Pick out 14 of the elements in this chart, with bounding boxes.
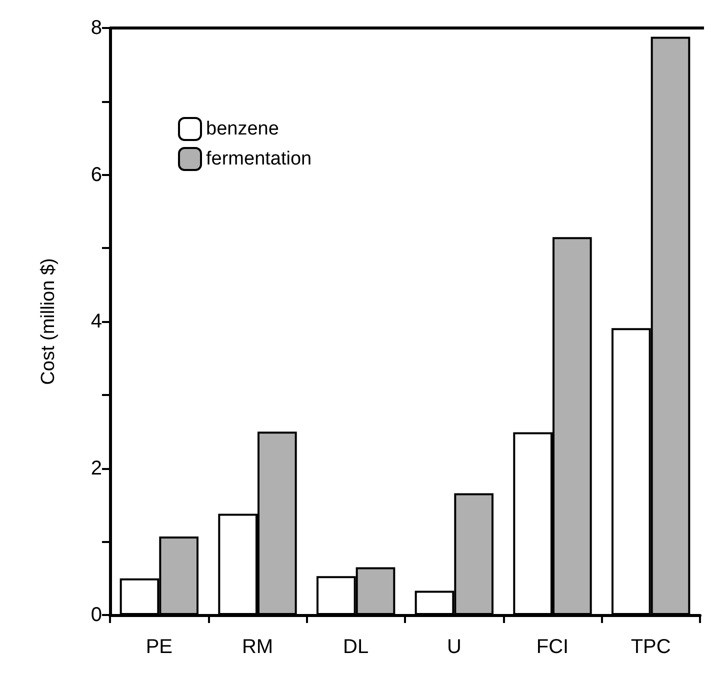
- y-tick-label: 4: [90, 310, 102, 332]
- legend-label: fermentation: [206, 148, 312, 170]
- x-tick-label: TPC: [630, 636, 671, 658]
- x-tick-label: DL: [343, 636, 369, 658]
- x-tick-label: PE: [146, 636, 173, 658]
- y-tick-label: 8: [90, 17, 102, 39]
- y-tick-label: 6: [90, 164, 102, 186]
- x-tick-label: U: [446, 636, 462, 658]
- y-tick-label: 2: [90, 457, 102, 480]
- x-tick-label: FCI: [536, 636, 569, 658]
- y-tick-label: 0: [90, 604, 102, 626]
- x-tick-label: RM: [242, 636, 274, 658]
- y-axis-title: Cost (million $): [38, 258, 59, 385]
- legend-label: benzene: [206, 118, 279, 140]
